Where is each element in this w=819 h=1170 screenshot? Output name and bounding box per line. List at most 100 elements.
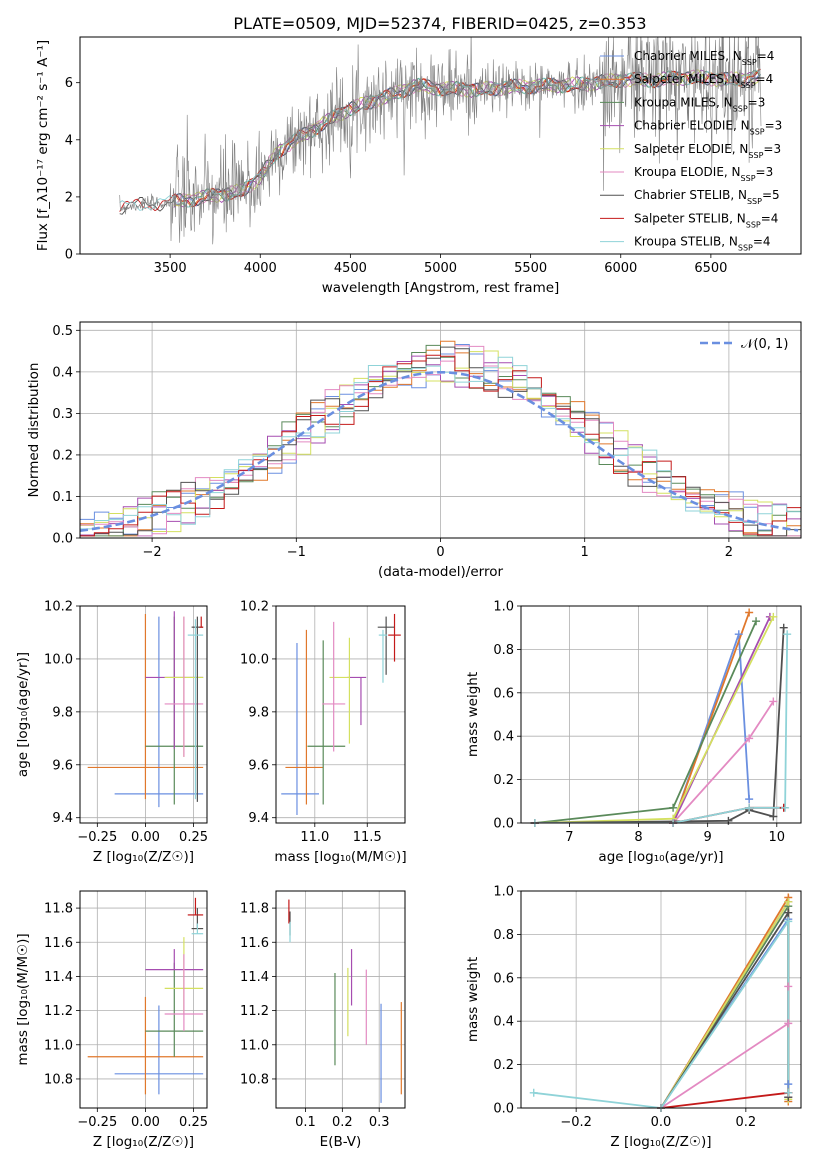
axes-frame [275, 890, 406, 1109]
y-tick-label: 11.8 [44, 902, 73, 917]
legend-count: =4 [761, 211, 779, 225]
weight-marker [784, 897, 793, 906]
axes-frame [79, 36, 802, 255]
x-tick-label: −0.25 [77, 1115, 117, 1130]
chart-mass_vs_EBV: 0.1 0.2 0.3 10.8 11.0 11.2 11.4 11.6 11.8 E(B-V) [240, 890, 406, 1150]
legend-subscript: SSP [750, 127, 765, 136]
weight-marker [529, 1088, 538, 1097]
x-axis-label: wavelength [Angstrom, rest frame] [322, 280, 560, 296]
chart-residuals: −2 −1 0 1 2 0.0 0.1 0.2 0.3 0.4 0.5 𝒩(0, 1) (data-mo… [26, 321, 802, 580]
x-tick-label: 0.00 [131, 830, 160, 845]
legend-label: Chabrier ELODIE, NSSP=3 [634, 119, 782, 137]
figure-title: PLATE=0509, MJD=52374, FIBERID=0425, z=0… [233, 14, 646, 33]
x-tick-label: 5000 [424, 261, 457, 276]
plot-area [534, 612, 789, 823]
axes-frame [79, 605, 208, 824]
legend-count: =3 [748, 95, 766, 109]
y-tick-label: 9.6 [52, 758, 73, 773]
y-tick-label: 11.0 [240, 1038, 269, 1053]
weight-line [534, 616, 775, 823]
weight-marker [724, 816, 733, 825]
y-tick-label: 10.8 [44, 1072, 73, 1087]
legend-label: 𝒩(0, 1) [741, 337, 788, 352]
y-tick-label: 0.2 [493, 773, 514, 788]
y-tick-label: 2 [65, 190, 73, 205]
weight-marker [745, 795, 754, 804]
y-tick-label: 0.2 [52, 448, 73, 463]
y-tick-label: 0.8 [493, 928, 514, 943]
weight-marker [784, 982, 793, 991]
weight-marker [779, 623, 788, 632]
x-tick-label: 6500 [694, 261, 727, 276]
y-tick-label: 9.4 [248, 811, 269, 826]
legend-label: Chabrier MILES, NSSP=4 [634, 49, 774, 67]
x-tick-label: 0.3 [369, 1115, 390, 1130]
weight-marker [734, 630, 743, 639]
x-axis-label: (data-model)/error [378, 564, 504, 580]
legend-label: Kroupa ELODIE, NSSP=3 [634, 165, 773, 183]
legend-subscript: SSP [748, 150, 763, 159]
legend-count: =3 [756, 165, 774, 179]
weight-marker [781, 803, 790, 812]
x-axis-label: Z [log₁₀(Z/Z☉)] [610, 1134, 711, 1150]
y-tick-label: 0.4 [493, 1015, 514, 1030]
y-tick-label: 6 [65, 76, 73, 91]
weight-marker [784, 1088, 793, 1097]
y-tick-label: 10.0 [44, 652, 73, 667]
y-tick-label: 1.0 [493, 600, 514, 615]
x-tick-label: 7 [565, 830, 573, 845]
y-axis-label: mass weight [465, 672, 481, 757]
y-tick-label: 9.6 [248, 758, 269, 773]
weight-line [534, 633, 750, 823]
x-tick-label: −0.25 [77, 830, 117, 845]
x-axis-label: E(B-V) [320, 1134, 362, 1150]
y-axis-label: mass weight [465, 957, 481, 1042]
x-tick-label: 2 [725, 545, 733, 560]
axes-frame [275, 605, 406, 824]
weight-marker [769, 812, 778, 821]
x-tick-label: 4500 [334, 261, 367, 276]
legend-label: Salpeter MILES, NSSP=4 [634, 72, 773, 90]
weight-marker [784, 1080, 793, 1089]
plot-area [281, 613, 401, 816]
chart-age_vs_Z: −0.25 0.00 0.25 9.4 9.6 9.8 10.0 10.2 Z [log₁₀(Z… [15, 600, 208, 866]
y-tick-label: 0.6 [493, 971, 514, 986]
y-tick-label: 0.0 [493, 817, 514, 832]
axes-frame [520, 890, 802, 1109]
y-tick-label: 11.2 [44, 1004, 73, 1019]
y-axis-label: Normed distribution [26, 363, 42, 498]
y-tick-label: 10.2 [44, 600, 73, 615]
weight-line [534, 701, 775, 823]
legend-count: =4 [753, 235, 771, 249]
data-spectrum-line [119, 37, 762, 245]
x-tick-label: 0.25 [179, 830, 208, 845]
legend-subscript: SSP [738, 243, 753, 252]
x-tick-label: 4000 [244, 261, 277, 276]
weight-marker [745, 734, 754, 743]
y-tick-label: 0.8 [493, 643, 514, 658]
x-tick-label: −0.2 [560, 1115, 592, 1130]
weight-line [533, 918, 790, 1108]
x-axis-label: age [log₁₀(age/yr)] [598, 849, 723, 865]
histogram-step [80, 350, 801, 537]
legend-count: =5 [762, 188, 780, 202]
y-tick-label: 0.0 [493, 1102, 514, 1117]
weight-marker [752, 617, 761, 626]
plot-area [119, 37, 762, 245]
legend-subscript: SSP [741, 174, 756, 183]
x-tick-label: 8 [634, 830, 642, 845]
legend-count: =3 [765, 119, 783, 133]
y-tick-label: 9.8 [52, 705, 73, 720]
x-tick-label: 11.0 [300, 830, 329, 845]
plot-area [288, 899, 402, 1103]
legend-label: Chabrier STELIB, NSSP=5 [634, 188, 780, 206]
weight-line [660, 1091, 789, 1108]
x-tick-label: 3500 [154, 261, 187, 276]
weight-marker [745, 803, 754, 812]
weight-marker [784, 908, 793, 917]
plot-area [80, 340, 801, 537]
legend-label: Salpeter STELIB, NSSP=4 [634, 211, 778, 229]
weight-line [534, 627, 785, 823]
chart-weight_vs_Z: −0.2 0.0 0.2 0.0 0.2 0.4 0.6 0.8 1.0 Z [log₁₀(Z/Z… [465, 885, 802, 1150]
